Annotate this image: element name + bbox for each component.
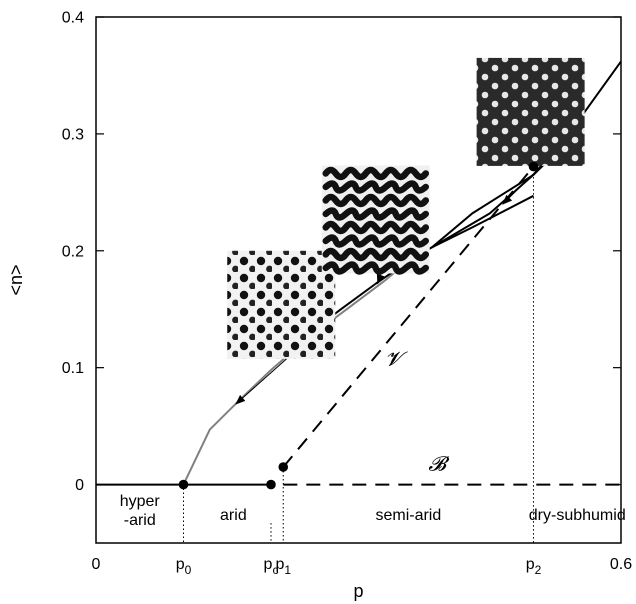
spots-pattern-image xyxy=(227,250,336,359)
x-tick-label-p1: p1 xyxy=(275,556,291,577)
labyrinth-pattern-stripes xyxy=(322,166,429,275)
inset-arrows xyxy=(235,165,542,405)
x-tick-label-p2: p2 xyxy=(526,556,542,577)
gaps-pattern-image xyxy=(476,57,585,166)
region-label-1: arid xyxy=(220,507,247,524)
spots-pattern xyxy=(227,250,336,359)
region-label-2: semi-arid xyxy=(375,507,441,524)
labyrinth-pattern-stripe xyxy=(322,261,429,275)
axis-ticks xyxy=(96,16,621,486)
pattern-insets xyxy=(227,57,585,359)
labyrinth-pattern-stripe xyxy=(322,166,429,181)
curve-label: 𝓑 xyxy=(428,452,450,476)
point-3 xyxy=(528,161,539,172)
point-2 xyxy=(278,462,289,472)
threshold-lines xyxy=(183,177,534,543)
labyrinth-pattern-stripe xyxy=(322,247,429,262)
y-axis-label: <n> xyxy=(6,264,26,295)
marked-points xyxy=(178,161,539,490)
labyrinth-pattern-stripe xyxy=(322,220,429,235)
y-tick-label: 0.1 xyxy=(62,360,84,377)
labyrinth-pattern-arrow xyxy=(376,273,385,285)
gaps-pattern xyxy=(476,57,585,166)
y-tick-label: 0.2 xyxy=(62,243,84,260)
region-label-3: dry-subhumid xyxy=(529,507,626,524)
x-axis-label: p xyxy=(353,581,363,601)
point-0 xyxy=(178,479,189,490)
region-label-0: -arid xyxy=(124,512,156,529)
region-label-0: hyper xyxy=(120,493,161,510)
x-tick-label: 0 xyxy=(92,556,101,573)
curve-label: 𝓥 xyxy=(385,346,408,370)
gaps-pattern-arrow xyxy=(502,165,542,205)
point-1 xyxy=(266,479,276,490)
spots-pattern-arrow xyxy=(235,358,287,405)
y-tick-label: 0.4 xyxy=(62,10,84,27)
x-tick-label-p0: p0 xyxy=(176,556,192,577)
y-tick-label: 0.3 xyxy=(62,126,84,143)
labyrinth-pattern xyxy=(321,165,430,275)
labyrinth-pattern-stripe xyxy=(322,180,429,194)
y-tick-label: 0 xyxy=(75,477,84,494)
x-tick-label-pc: pc xyxy=(264,556,279,577)
labyrinth-pattern-stripe xyxy=(322,193,429,208)
x-tick-label: 0.6 xyxy=(610,556,632,573)
labyrinth-pattern-stripe xyxy=(322,234,429,248)
labyrinth-pattern-stripe xyxy=(322,207,429,221)
plot-frame xyxy=(95,16,622,544)
